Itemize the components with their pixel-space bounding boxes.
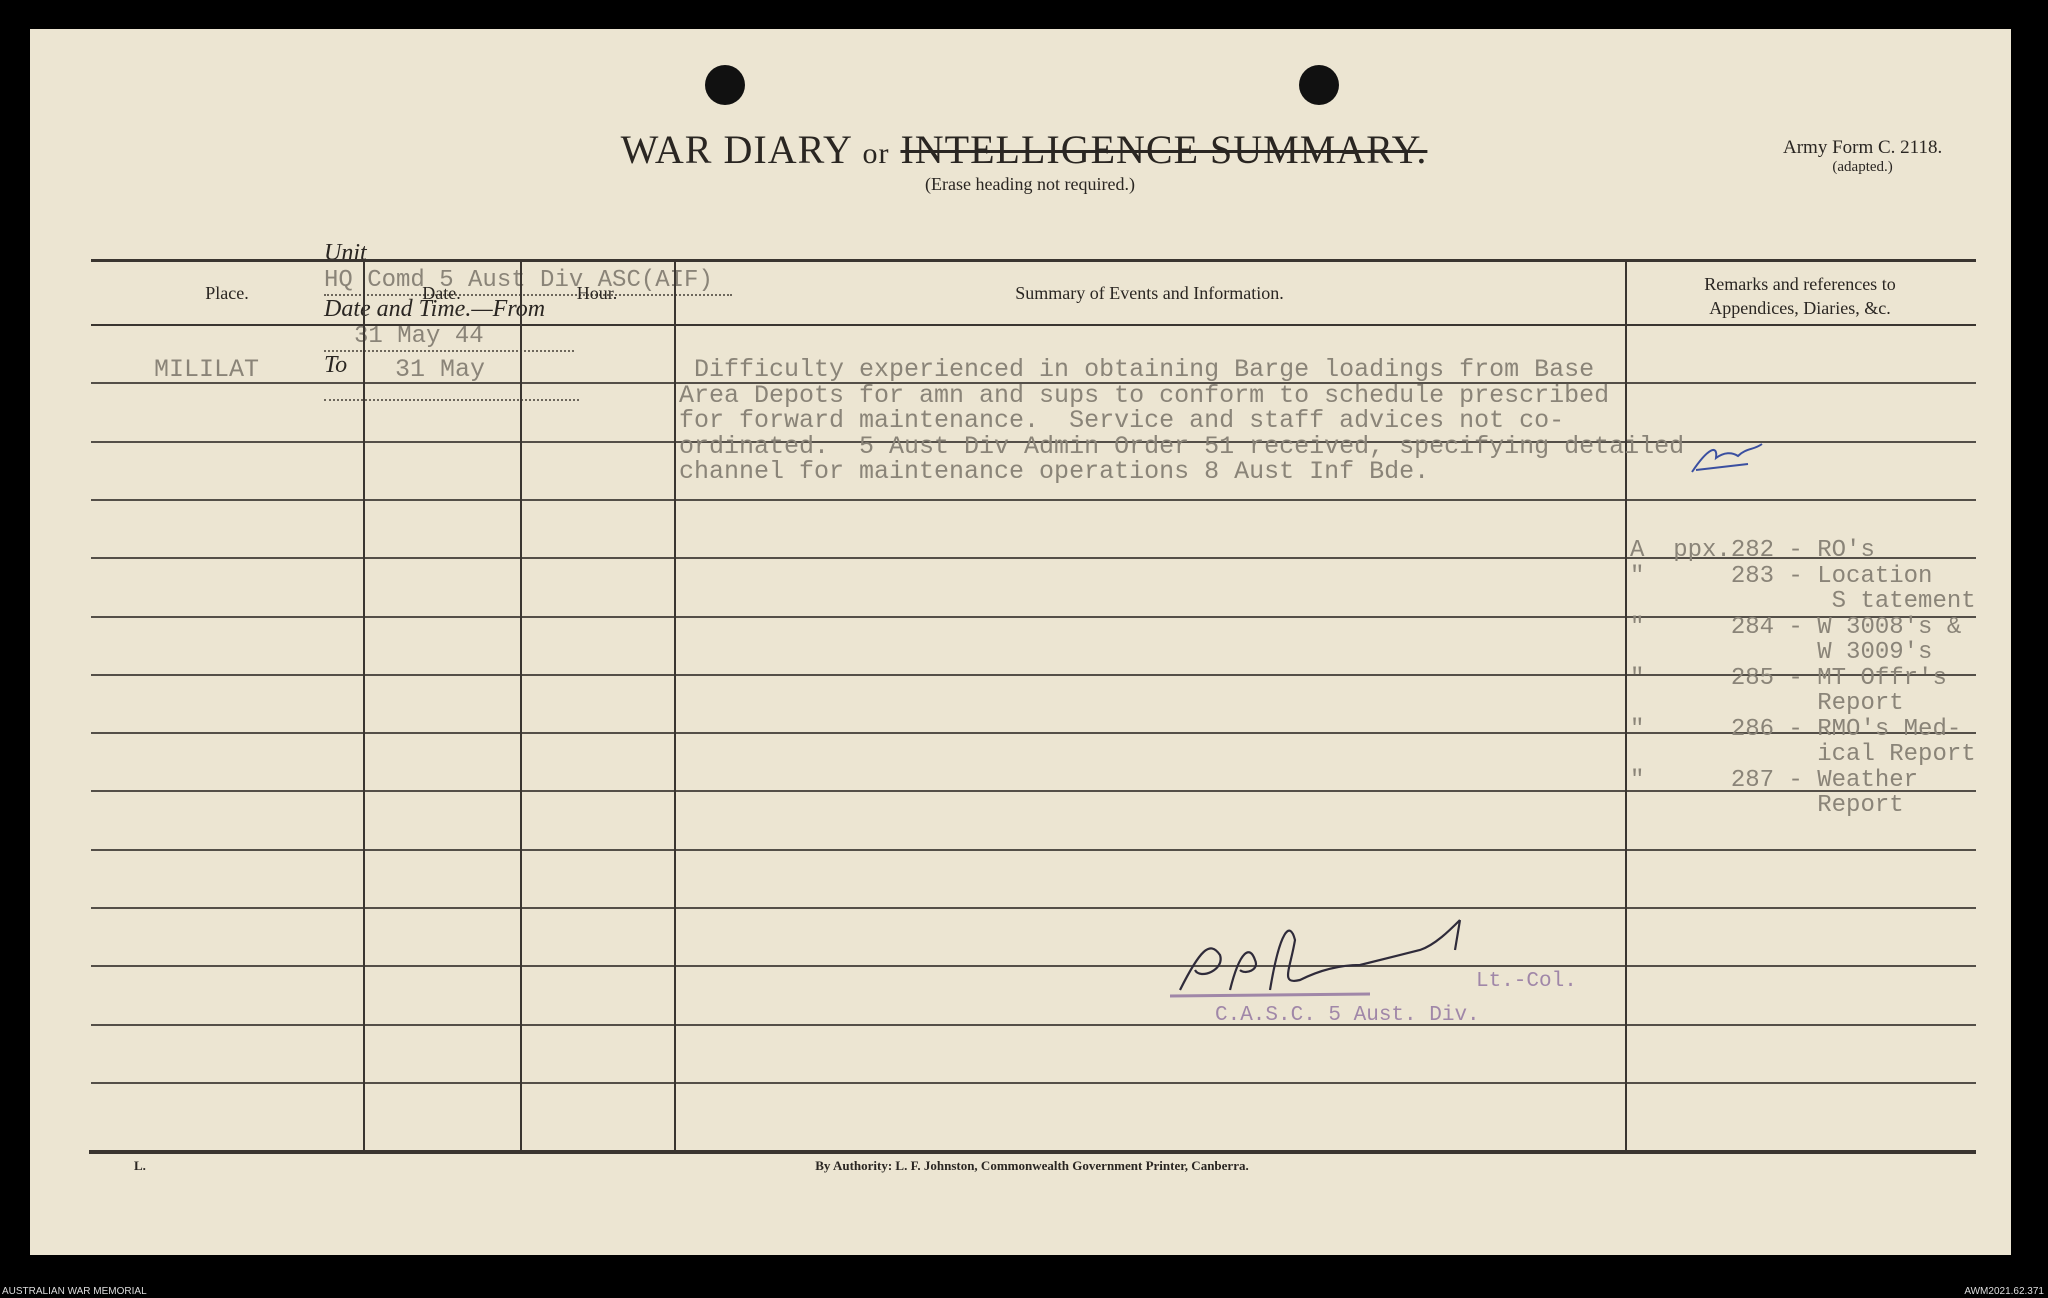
table-row-line [91, 499, 1976, 501]
army-form-note: (adapted.) [1832, 159, 1893, 175]
header-remarks: Remarks and references to Appendices, Di… [1704, 274, 1896, 318]
table-top-border [91, 259, 1976, 262]
table-row-line [91, 441, 1976, 443]
column-divider [363, 262, 365, 1150]
table-row-line [91, 849, 1976, 851]
header-summary: Summary of Events and Information. [1015, 283, 1284, 303]
date-to-value [324, 379, 579, 401]
remark-line: A ppx.282 - RO's [1630, 537, 1875, 564]
title-main: WAR DIARY [620, 127, 852, 172]
remark-line: " 285 - MT Offr's [1630, 664, 1947, 692]
date-from-value: 31 May 44 [324, 323, 574, 352]
handwritten-initials-icon [1691, 443, 1763, 473]
remark-line: W 3009's [1630, 639, 1933, 666]
table-row-line [91, 674, 1976, 676]
table-row-line [91, 1082, 1976, 1084]
table-row-line [91, 790, 1976, 792]
army-form-number: Army Form C. 2118. (adapted.) [1783, 137, 1942, 176]
column-divider [520, 262, 522, 1150]
table-row-line [91, 616, 1976, 618]
punch-hole [1299, 65, 1339, 105]
table-row-line [91, 324, 1976, 326]
summary-line: for forward maintenance. Service and sta… [679, 406, 1565, 435]
signature-icon [1170, 919, 1462, 998]
remark-line: Report [1630, 792, 1904, 819]
form-subtitle: (Erase heading not required.) [925, 174, 1135, 194]
printer-authority: By Authority: L. F. Johnston, Commonweal… [815, 1158, 1249, 1173]
remark-line: " 287 - Weather [1630, 766, 1919, 794]
header-date: Date. [422, 283, 461, 303]
punch-hole [705, 65, 745, 105]
table-bottom-border [89, 1150, 1976, 1154]
table-row-line [91, 732, 1976, 734]
date-label: Date and Time.—From [324, 296, 546, 322]
unit-stamp: C.A.S.C. 5 Aust. Div. [1215, 1004, 1480, 1027]
column-divider [674, 262, 676, 1150]
remark-line: Report [1630, 690, 1904, 717]
header-hour: Hour. [576, 283, 618, 303]
archive-id: AWM2021.62.371 [1964, 1286, 2044, 1297]
summary-line: Difficulty experienced in obtaining Barg… [679, 355, 1595, 384]
header-place: Place. [205, 283, 249, 303]
archive-credit: AUSTRALIAN WAR MEMORIAL [2, 1286, 147, 1297]
summary-line: ordinated. 5 Aust Div Admin Order 51 rec… [679, 431, 1685, 461]
remark-line: " 283 - Location [1630, 562, 1933, 590]
table-row-line [91, 907, 1976, 909]
entry-place: MILILAT [154, 355, 260, 384]
unit-value: HQ Comd 5 Aust Div ASC(AIF) [324, 267, 732, 296]
war-diary-page [30, 29, 2011, 1255]
summary-line: channel for maintenance operations 8 Aus… [679, 457, 1430, 486]
remark-line: " 286 - RMO's Med- [1630, 715, 1962, 743]
form-title: WAR DIARY or INTELLIGENCE SUMMARY. [0, 126, 2048, 173]
title-or: or [862, 137, 890, 170]
remark-line: ical Report [1630, 741, 1976, 768]
army-form-label: Army Form C. 2118. [1783, 137, 1943, 158]
remark-line: S tatement [1630, 588, 1976, 615]
table-row-line [91, 965, 1976, 967]
column-divider [1625, 262, 1627, 1150]
unit-line: Unit HQ Comd 5 Aust Div ASC(AIF) Date an… [316, 222, 732, 406]
entry-date: 31 May [395, 355, 486, 384]
table-row-line [91, 557, 1976, 559]
table-row-line [91, 382, 1976, 384]
remark-line: " 284 - W 3008's & [1630, 613, 1962, 641]
summary-line: Area Depots for amn and sups to conform … [679, 380, 1610, 410]
title-struck: INTELLIGENCE SUMMARY. [900, 127, 1428, 172]
signature-rank: Lt.-Col. [1476, 970, 1577, 993]
to-label: To [324, 352, 348, 378]
form-letter: L. [134, 1158, 146, 1173]
table-row-line [91, 1024, 1976, 1026]
unit-label: Unit [324, 240, 367, 266]
